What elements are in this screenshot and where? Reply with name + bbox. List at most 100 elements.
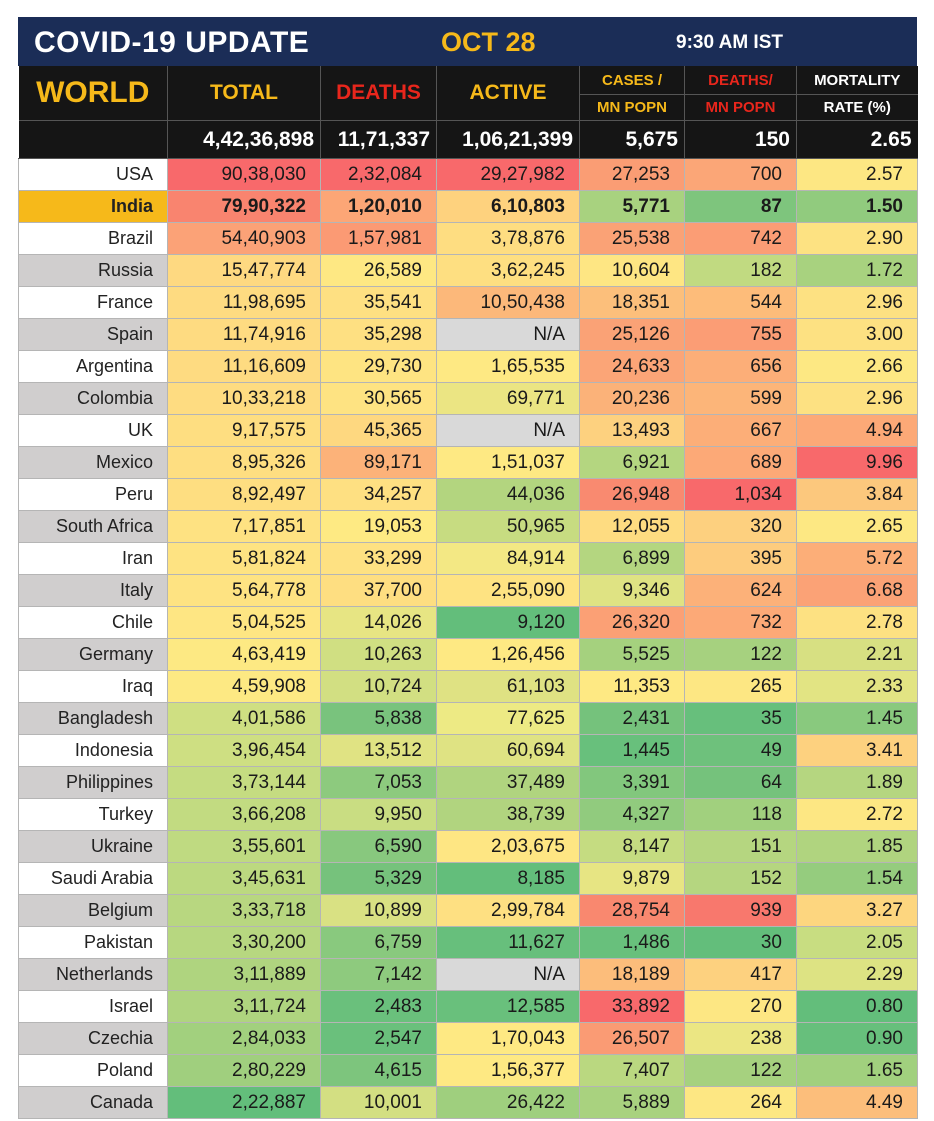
- country-name: UK: [18, 414, 168, 447]
- cell-deaths-mn: 1,034: [684, 478, 797, 511]
- country-name: Iraq: [18, 670, 168, 703]
- table-row: Saudi Arabia 3,45,631 5,329 8,185 9,879 152 1.…: [18, 862, 918, 895]
- cell-mortality: 2.05: [796, 926, 918, 959]
- cell-deaths-mn: 270: [684, 990, 797, 1023]
- cell-cases-mn: 5,771: [579, 190, 685, 223]
- covid-table: WORLD TOTAL DEATHS ACTIVE CASES / DEATHS…: [18, 66, 918, 1119]
- world-cases-mn: 5,675: [579, 120, 685, 159]
- table-row: India 79,90,322 1,20,010 6,10,803 5,771 87 1.5…: [18, 190, 918, 223]
- world-totals-label-cell: [18, 120, 168, 159]
- table-row: Poland 2,80,229 4,615 1,56,377 7,407 122 1.65: [18, 1054, 918, 1087]
- country-name: Netherlands: [18, 958, 168, 991]
- cell-deaths-mn: 417: [684, 958, 797, 991]
- cell-mortality: 9.96: [796, 446, 918, 479]
- cell-mortality: 1.50: [796, 190, 918, 223]
- cell-total: 5,64,778: [167, 574, 321, 607]
- country-name: Israel: [18, 990, 168, 1023]
- cell-cases-mn: 27,253: [579, 158, 685, 191]
- cell-deaths: 89,171: [320, 446, 437, 479]
- cell-active: 37,489: [436, 766, 580, 799]
- country-name: Iran: [18, 542, 168, 575]
- cell-deaths-mn: 689: [684, 446, 797, 479]
- cell-total: 3,73,144: [167, 766, 321, 799]
- cell-cases-mn: 1,486: [579, 926, 685, 959]
- cell-total: 9,17,575: [167, 414, 321, 447]
- cell-mortality: 2.33: [796, 670, 918, 703]
- country-name: Ukraine: [18, 830, 168, 863]
- cell-active: N/A: [436, 318, 580, 351]
- col-deaths-header: DEATHS: [320, 66, 437, 121]
- cell-total: 11,98,695: [167, 286, 321, 319]
- cell-mortality: 3.41: [796, 734, 918, 767]
- cell-cases-mn: 9,879: [579, 862, 685, 895]
- cell-mortality: 2.96: [796, 286, 918, 319]
- cell-deaths: 30,565: [320, 382, 437, 415]
- cell-active: 3,78,876: [436, 222, 580, 255]
- table-row: Canada 2,22,887 10,001 26,422 5,889 264 4.49: [18, 1086, 918, 1119]
- cell-active: N/A: [436, 958, 580, 991]
- cell-deaths-mn: 49: [684, 734, 797, 767]
- cell-deaths-mn: 667: [684, 414, 797, 447]
- cell-total: 5,81,824: [167, 542, 321, 575]
- banner-time: 9:30 AM IST: [676, 32, 783, 53]
- cell-cases-mn: 6,921: [579, 446, 685, 479]
- country-name: Brazil: [18, 222, 168, 255]
- cell-cases-mn: 18,351: [579, 286, 685, 319]
- country-name: France: [18, 286, 168, 319]
- cell-deaths: 6,590: [320, 830, 437, 863]
- cell-cases-mn: 3,391: [579, 766, 685, 799]
- cell-deaths: 14,026: [320, 606, 437, 639]
- cell-active: 38,739: [436, 798, 580, 831]
- cell-active: 12,585: [436, 990, 580, 1023]
- cell-deaths: 29,730: [320, 350, 437, 383]
- cell-total: 4,59,908: [167, 670, 321, 703]
- cell-total: 54,40,903: [167, 222, 321, 255]
- table-row: Turkey 3,66,208 9,950 38,739 4,327 118 2.72: [18, 798, 918, 831]
- cell-deaths-mn: 87: [684, 190, 797, 223]
- cell-deaths: 19,053: [320, 510, 437, 543]
- world-total: 4,42,36,898: [167, 120, 321, 159]
- cell-cases-mn: 7,407: [579, 1054, 685, 1087]
- cell-deaths: 34,257: [320, 478, 437, 511]
- table-row: USA 90,38,030 2,32,084 29,27,982 27,253 700 2.…: [18, 158, 918, 191]
- cell-mortality: 3.84: [796, 478, 918, 511]
- world-active: 1,06,21,399: [436, 120, 580, 159]
- cell-total: 3,55,601: [167, 830, 321, 863]
- country-name: South Africa: [18, 510, 168, 543]
- cell-mortality: 4.94: [796, 414, 918, 447]
- cell-deaths: 37,700: [320, 574, 437, 607]
- cell-deaths-mn: 700: [684, 158, 797, 191]
- cell-active: 44,036: [436, 478, 580, 511]
- country-name: Pakistan: [18, 926, 168, 959]
- cell-total: 3,45,631: [167, 862, 321, 895]
- cell-active: 1,26,456: [436, 638, 580, 671]
- cell-deaths: 4,615: [320, 1054, 437, 1087]
- cell-deaths: 7,142: [320, 958, 437, 991]
- cell-total: 4,63,419: [167, 638, 321, 671]
- country-name: Bangladesh: [18, 702, 168, 735]
- table-row: Czechia 2,84,033 2,547 1,70,043 26,507 238 0.9…: [18, 1022, 918, 1055]
- cell-mortality: 3.00: [796, 318, 918, 351]
- cell-cases-mn: 5,889: [579, 1086, 685, 1119]
- cell-deaths: 6,759: [320, 926, 437, 959]
- country-name: Chile: [18, 606, 168, 639]
- cell-cases-mn: 5,525: [579, 638, 685, 671]
- cell-cases-mn: 4,327: [579, 798, 685, 831]
- cell-active: 1,56,377: [436, 1054, 580, 1087]
- country-name: Russia: [18, 254, 168, 287]
- table-row: Brazil 54,40,903 1,57,981 3,78,876 25,538 742…: [18, 222, 918, 255]
- table-row: France 11,98,695 35,541 10,50,438 18,351 544 2…: [18, 286, 918, 319]
- cell-deaths: 9,950: [320, 798, 437, 831]
- cell-active: 2,03,675: [436, 830, 580, 863]
- cell-cases-mn: 8,147: [579, 830, 685, 863]
- table-row: Israel 3,11,724 2,483 12,585 33,892 270 0.80: [18, 990, 918, 1023]
- country-name: Poland: [18, 1054, 168, 1087]
- cell-mortality: 2.78: [796, 606, 918, 639]
- cell-mortality: 2.65: [796, 510, 918, 543]
- cell-mortality: 3.27: [796, 894, 918, 927]
- cell-deaths-mn: 182: [684, 254, 797, 287]
- cell-active: 29,27,982: [436, 158, 580, 191]
- cell-mortality: 2.66: [796, 350, 918, 383]
- cell-mortality: 0.90: [796, 1022, 918, 1055]
- cell-total: 15,47,774: [167, 254, 321, 287]
